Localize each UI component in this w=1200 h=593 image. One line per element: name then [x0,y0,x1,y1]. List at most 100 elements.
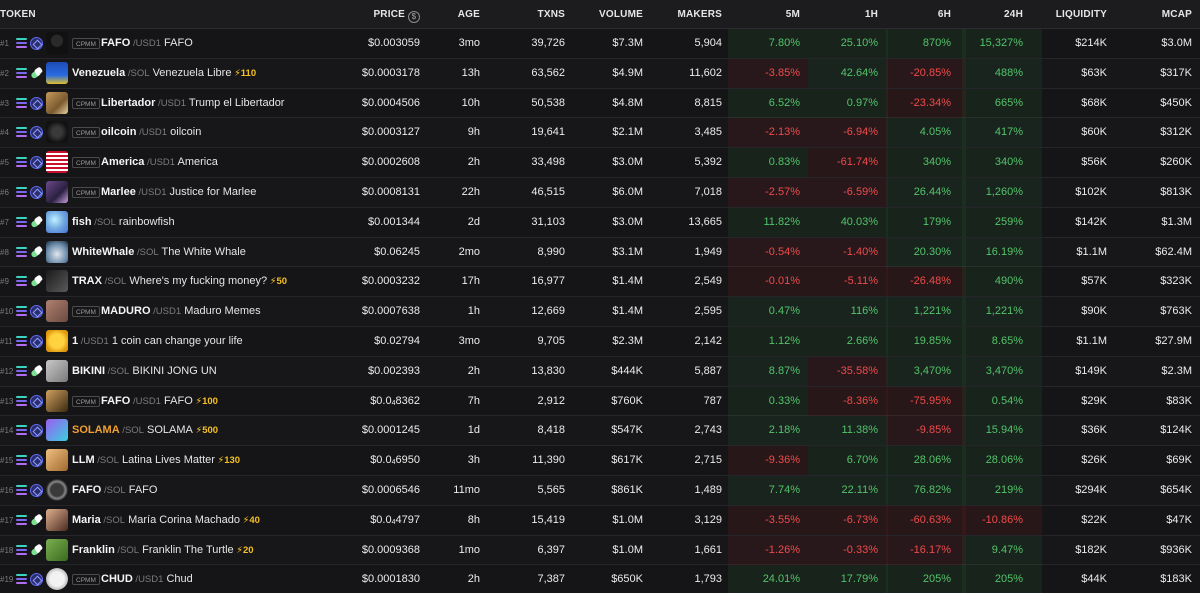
header-24h[interactable]: 24H [1004,9,1023,20]
token-name-cell[interactable]: Franklin /SOL Franklin The Turtle ⚡20 [72,536,254,565]
header-6h[interactable]: 6H [937,9,951,20]
header-txns[interactable]: TXNS [537,9,565,20]
token-name-cell[interactable]: Venezuela /SOL Venezuela Libre ⚡110 [72,59,256,88]
h24-cell: 0.54% [991,394,1023,407]
txns-cell: 8,990 [537,245,565,258]
header-mcap[interactable]: MCAP [1161,9,1192,20]
table-row[interactable]: #2 Venezuela /SOL Venezuela Libre ⚡110 $0.… [0,58,1200,89]
token-name-cell[interactable]: MADURO /USD1 Maduro Memes [101,297,261,326]
header-price[interactable]: PRICE $ [300,0,420,29]
token-name-cell[interactable]: FAFO /USD1 FAFO ⚡100 [101,387,218,416]
token-name-cell[interactable]: WhiteWhale /SOL The White Whale [72,238,246,267]
volume-cell: $4.8M [612,96,643,109]
table-row[interactable]: #13 CPMM FAFO /USD1 FAFO ⚡100 $0.048362 7h 2,… [0,386,1200,417]
table-row[interactable]: #9 TRAX /SOL Where's my fucking money? ⚡5… [0,267,1200,298]
token-name-cell[interactable]: Marlee /USD1 Justice for Marlee [101,178,256,207]
liquidity-cell: $90K [1081,305,1107,318]
token-name-cell[interactable]: 1 /USD1 1 coin can change your life [72,327,243,356]
table-row[interactable]: #16 FAFO /SOL FAFO $0.0006546 11mo 5,565 $861… [0,476,1200,506]
raydium-icon [30,305,43,319]
liquidity-cell: $56K [1081,156,1107,169]
dollar-toggle-icon[interactable]: $ [408,11,420,23]
change-cell-bg [808,178,888,207]
volume-cell: $650K [611,573,643,586]
token-name-cell[interactable]: SOLAMA /SOL SOLAMA ⚡500 [72,416,218,445]
raydium-icon [30,126,43,140]
table-row[interactable]: #5 CPMM America /USD1 America $0.0002608 2h 3… [0,148,1200,178]
cpmm-badge: CPMM [72,574,100,586]
token-symbol: oilcoin [101,126,137,139]
table-row[interactable]: #18 Franklin /SOL Franklin The Turtle ⚡20… [0,535,1200,566]
header-volume[interactable]: VOLUME [599,9,643,20]
header-token[interactable]: TOKEN [0,9,36,20]
boost-badge: ⚡40 [240,514,260,526]
mcap-cell: $654K [1160,484,1192,496]
quote-pair: SOL [106,485,126,496]
table-row[interactable]: #12 BIKINI /SOL BIKINI JONG UN $0.002393 2h… [0,356,1200,387]
header-1h[interactable]: 1H [864,9,878,20]
h1-cell: -35.58% [837,364,878,377]
token-name-cell[interactable]: BIKINI /SOL BIKINI JONG UN [72,357,217,386]
table-row[interactable]: #7 fish /SOL rainbowfish $0.001344 2d 31,103… [0,207,1200,238]
h1-cell: -6.59% [843,186,878,198]
age-cell: 3mo [458,37,480,49]
table-row[interactable]: #1 CPMM FAFO /USD1 FAFO $0.003059 3mo 39,726 $… [0,29,1200,59]
solana-chain-icon [16,127,27,138]
volume-cell: $2.3M [612,335,643,347]
table-row[interactable]: #4 CPMM oilcoin /USD1 oilcoin $0.0003127 9h 1… [0,118,1200,149]
token-name-cell[interactable]: FAFO /SOL FAFO [72,476,157,505]
table-row[interactable]: #17 Maria /SOL María Corina Machado ⚡40 $0… [0,505,1200,536]
change-cell-bg [962,29,1042,58]
token-name-cell[interactable]: Libertador /USD1 Trump el Libertador [101,89,284,118]
token-name-cell[interactable]: LLM /SOL Latina Lives Matter ⚡130 [72,446,240,475]
solana-chain-icon [16,97,27,108]
table-row[interactable]: #8 WhiteWhale /SOL The White Whale $0.0624… [0,237,1200,268]
token-name-cell[interactable]: FAFO /USD1 FAFO [101,29,193,58]
m5-cell: 2.18% [768,424,800,437]
h1-cell: -6.73% [843,513,878,526]
h24-cell: 8.65% [991,335,1023,347]
age-cell: 7h [467,394,480,407]
rank-label: #10 [0,307,14,317]
m5-cell: 7.80% [768,37,800,49]
table-row[interactable]: #3 CPMM Libertador /USD1 Trump el Libertad… [0,88,1200,119]
header-makers[interactable]: MAKERS [677,9,722,20]
raydium-icon [30,484,43,497]
table-row[interactable]: #10 CPMM MADURO /USD1 Maduro Memes $0.00076… [0,297,1200,327]
rank-label: #3 [0,98,9,108]
header-liquidity[interactable]: LIQUIDITY [1055,9,1107,20]
table-row[interactable]: #15 LLM /SOL Latina Lives Matter ⚡130 $0.0… [0,446,1200,476]
table-row[interactable]: #19 CPMM CHUD /USD1 Chud $0.0001830 2h 7,387 $… [0,565,1200,593]
change-cell-bg [962,446,1042,476]
table-row[interactable]: #11 1 /USD1 1 coin can change your life $0… [0,327,1200,357]
boost-badge: ⚡130 [214,455,241,467]
token-name-cell[interactable]: Maria /SOL María Corina Machado ⚡40 [72,506,260,535]
token-name-cell[interactable]: CHUD /USD1 Chud [101,565,193,593]
age-cell: 1h [467,305,480,318]
mcap-cell: $183K [1160,573,1192,586]
makers-cell: 1,489 [694,484,722,496]
change-cell-bg [808,356,888,386]
token-name-cell[interactable]: fish /SOL rainbowfish [72,208,175,237]
mcap-cell: $936K [1160,543,1192,556]
token-name-cell[interactable]: America /USD1 America [101,148,218,177]
change-cell-bg [886,535,966,565]
header-age[interactable]: AGE [457,9,480,20]
pair-separator: / [134,246,140,258]
age-cell: 8h [467,513,480,526]
volume-cell: $4.9M [612,66,643,79]
liquidity-cell: $29K [1081,394,1107,407]
h6-cell: 19.85% [913,335,951,347]
m5-cell: -1.26% [765,543,800,556]
change-cell-bg [728,535,808,565]
fafo2-avatar [46,389,68,412]
change-cell-bg [728,118,808,148]
token-name-cell[interactable]: TRAX /SOL Where's my fucking money? ⚡50 [72,267,287,296]
header-5m[interactable]: 5M [785,9,800,20]
table-row[interactable]: #14 SOLAMA /SOL SOLAMA ⚡500 $0.0001245 1d 8,… [0,416,1200,447]
boost-value: 500 [202,425,219,437]
quote-pair: USD1 [135,38,161,49]
token-name-cell[interactable]: oilcoin /USD1 oilcoin [101,118,201,147]
table-row[interactable]: #6 CPMM Marlee /USD1 Justice for Marlee $0.… [0,178,1200,208]
price-cell: $0.001344 [368,215,420,228]
